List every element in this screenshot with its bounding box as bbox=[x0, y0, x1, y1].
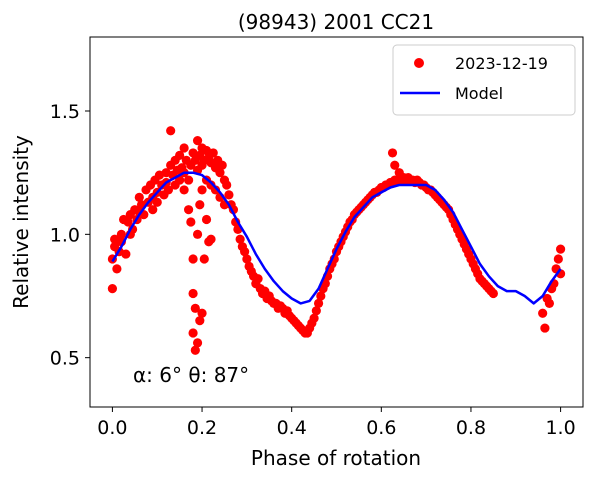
data-point bbox=[195, 316, 205, 326]
y-tick-label: 1.0 bbox=[50, 224, 80, 246]
x-tick-label: 0.0 bbox=[97, 417, 127, 439]
x-tick-label: 0.8 bbox=[456, 417, 486, 439]
data-point bbox=[313, 298, 324, 308]
x-axis-label: Phase of rotation bbox=[251, 446, 421, 470]
data-point bbox=[544, 298, 554, 308]
axes: 0.0 0.2 0.4 0.6 0.8 1.0 0.5 1.0 1.5 bbox=[50, 36, 584, 439]
data-point bbox=[116, 229, 126, 239]
data-point bbox=[190, 345, 200, 355]
data-point bbox=[175, 150, 185, 160]
data-point bbox=[553, 254, 563, 264]
legend-label-line: Model bbox=[455, 84, 503, 103]
data-point bbox=[488, 288, 498, 299]
data-point bbox=[222, 180, 232, 190]
data-point bbox=[309, 313, 319, 323]
x-tick-label: 0.2 bbox=[187, 417, 217, 439]
legend-box bbox=[392, 44, 576, 116]
data-point bbox=[152, 197, 162, 207]
data-point bbox=[192, 136, 203, 146]
y-tick-label: 1.5 bbox=[50, 101, 80, 123]
axes-frame bbox=[89, 36, 584, 408]
data-point bbox=[387, 148, 398, 158]
x-tick-label: 0.4 bbox=[277, 417, 307, 439]
x-tick-label: 0.6 bbox=[366, 417, 396, 439]
data-point bbox=[112, 264, 122, 274]
data-point bbox=[163, 185, 174, 195]
data-point bbox=[206, 234, 216, 244]
data-point bbox=[184, 205, 194, 215]
data-point bbox=[186, 217, 196, 227]
data-point bbox=[311, 306, 321, 316]
x-tick-label: 1.0 bbox=[545, 417, 575, 439]
data-point bbox=[192, 338, 203, 348]
data-point bbox=[188, 288, 198, 299]
data-point bbox=[538, 308, 548, 318]
data-point bbox=[197, 185, 207, 195]
data-point bbox=[179, 185, 189, 195]
data-point bbox=[253, 274, 263, 284]
data-point bbox=[316, 291, 326, 301]
legend: 2023-12-19 Model bbox=[392, 44, 576, 116]
data-point bbox=[179, 143, 189, 153]
y-axis-label: Relative intensity bbox=[9, 135, 33, 309]
data-point bbox=[121, 249, 131, 259]
data-point bbox=[208, 148, 218, 158]
model-line bbox=[111, 171, 562, 305]
data-point bbox=[540, 323, 550, 333]
data-point bbox=[240, 247, 250, 257]
data-point bbox=[197, 308, 207, 318]
data-point bbox=[184, 175, 194, 185]
data-point bbox=[107, 284, 118, 294]
data-point bbox=[215, 168, 225, 178]
chart-title: (98943) 2001 CC21 bbox=[238, 10, 434, 34]
annotation: α: 6° θ: 87° bbox=[133, 363, 249, 387]
data-point bbox=[235, 234, 245, 244]
data-point bbox=[201, 214, 212, 225]
data-point bbox=[224, 190, 234, 200]
data-point bbox=[134, 192, 144, 202]
y-tick-label: 0.5 bbox=[50, 348, 80, 370]
data-point bbox=[148, 205, 158, 215]
data-point bbox=[242, 254, 252, 264]
data-point bbox=[192, 229, 203, 239]
data-point bbox=[188, 328, 198, 338]
data-point bbox=[555, 244, 566, 254]
plot-area bbox=[107, 126, 566, 355]
legend-marker-scatter bbox=[414, 58, 424, 68]
data-point bbox=[390, 160, 400, 170]
data-point bbox=[217, 160, 227, 170]
data-point bbox=[190, 303, 200, 313]
data-point bbox=[195, 200, 205, 210]
data-point bbox=[123, 217, 133, 227]
data-point bbox=[166, 126, 176, 136]
data-point bbox=[199, 254, 209, 264]
data-point bbox=[210, 185, 221, 195]
data-point bbox=[188, 254, 198, 264]
legend-label-scatter: 2023-12-19 bbox=[455, 54, 548, 73]
